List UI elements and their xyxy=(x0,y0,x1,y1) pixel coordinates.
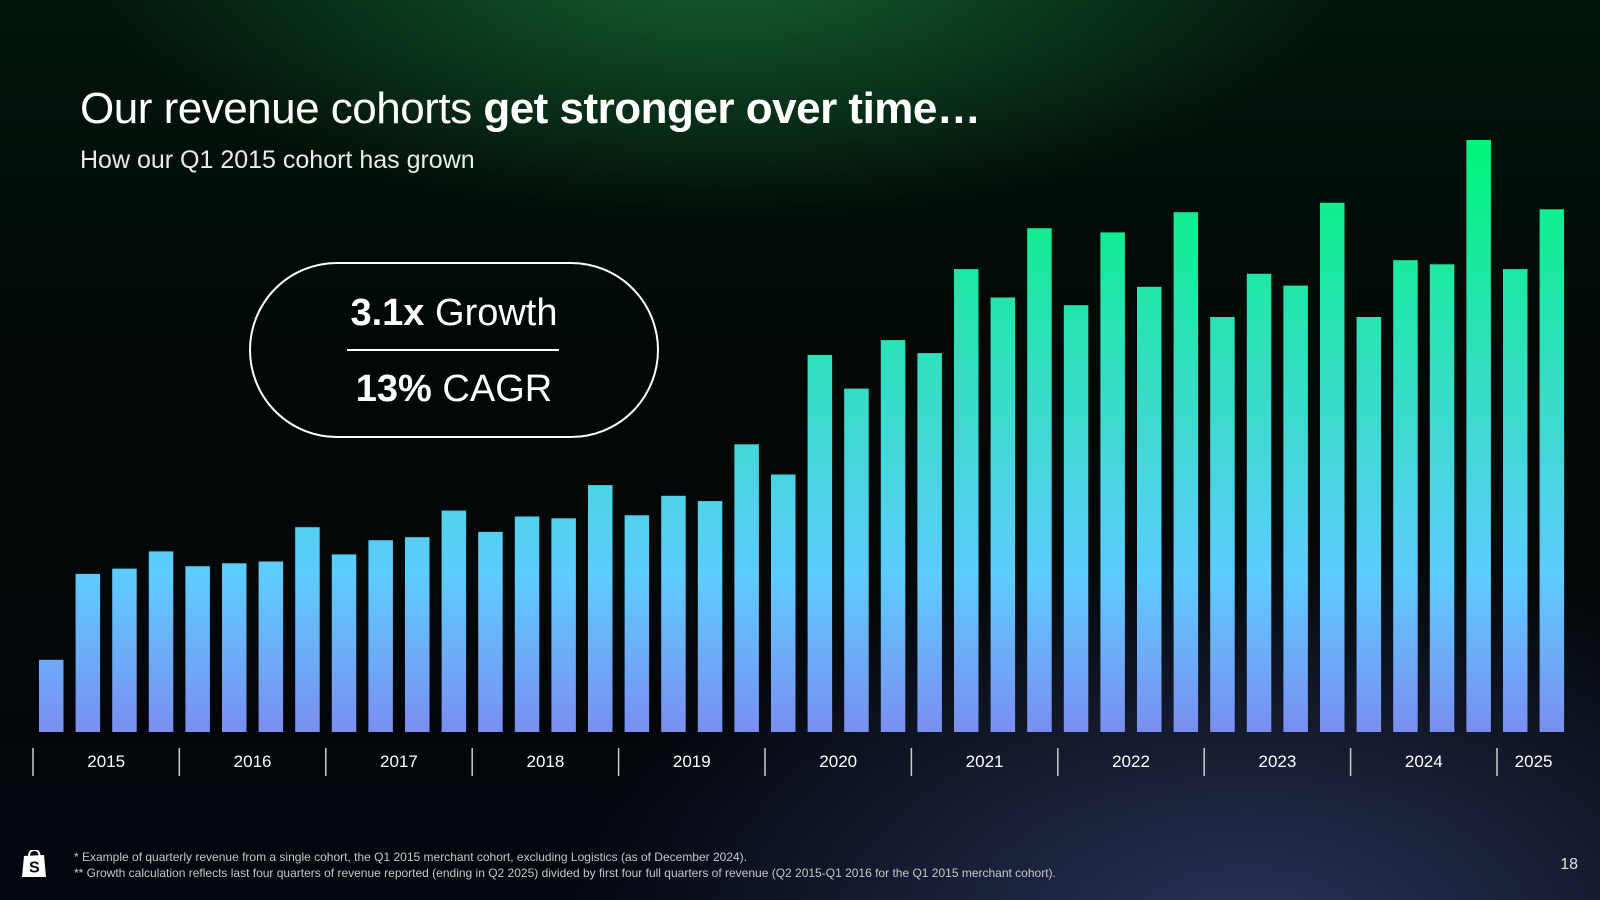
bar-quarter-40 xyxy=(1466,140,1491,732)
year-label-2021: 2021 xyxy=(966,752,1004,771)
cagr-value: 13% xyxy=(355,368,432,410)
bar-quarter-16 xyxy=(588,485,613,732)
year-label-2019: 2019 xyxy=(673,752,711,771)
bar-quarter-20 xyxy=(734,444,759,732)
bar-quarter-12 xyxy=(441,510,467,732)
page-number: 18 xyxy=(1560,856,1578,873)
footnotes: * Example of quarterly revenue from a si… xyxy=(74,849,1056,881)
cagr-stat: 13% CAGR xyxy=(249,368,659,411)
chart-bars xyxy=(39,140,1565,733)
bar-quarter-33 xyxy=(1210,317,1235,732)
bar-quarter-32 xyxy=(1173,212,1199,732)
bar-quarter-41 xyxy=(1503,269,1528,732)
bar-quarter-38 xyxy=(1393,260,1418,732)
bar-quarter-27 xyxy=(990,297,1016,732)
footnote-1: * Example of quarterly revenue from a si… xyxy=(74,850,748,864)
bar-quarter-28 xyxy=(1027,228,1052,732)
callout-divider xyxy=(347,349,559,351)
year-label-2025: 2025 xyxy=(1515,752,1553,771)
title-regular: Our revenue cohorts xyxy=(80,84,484,133)
bar-quarter-15 xyxy=(551,518,576,732)
bar-quarter-10 xyxy=(368,540,393,732)
bar-quarter-7 xyxy=(258,561,284,732)
bar-quarter-9 xyxy=(331,554,357,732)
bar-quarter-14 xyxy=(514,516,540,732)
bar-quarter-2 xyxy=(75,573,101,732)
svg-text:S: S xyxy=(29,860,40,877)
year-label-2022: 2022 xyxy=(1112,752,1150,771)
bar-quarter-1 xyxy=(39,659,64,732)
bar-quarter-31 xyxy=(1137,286,1162,732)
bar-quarter-24 xyxy=(880,340,906,732)
bar-quarter-29 xyxy=(1063,305,1089,732)
bar-quarter-13 xyxy=(478,531,503,732)
bar-quarter-4 xyxy=(148,551,174,732)
slide-title: Our revenue cohorts get stronger over ti… xyxy=(80,84,981,134)
bar-quarter-22 xyxy=(807,354,833,732)
bar-quarter-8 xyxy=(295,527,320,732)
bar-quarter-39 xyxy=(1429,264,1455,732)
bar-quarter-30 xyxy=(1100,232,1125,732)
growth-callout-pill xyxy=(249,262,659,438)
bar-quarter-34 xyxy=(1246,273,1272,732)
bar-quarter-42 xyxy=(1539,209,1565,733)
bar-quarter-18 xyxy=(661,495,686,732)
bar-quarter-23 xyxy=(844,388,869,732)
year-label-2023: 2023 xyxy=(1258,752,1296,771)
bar-quarter-19 xyxy=(697,501,723,732)
growth-stat: 3.1x Growth xyxy=(249,292,659,335)
bar-quarter-25 xyxy=(917,353,942,732)
title-bold: get stronger over time… xyxy=(483,84,981,133)
year-label-2018: 2018 xyxy=(526,752,564,771)
bar-quarter-36 xyxy=(1320,202,1345,733)
bar-quarter-3 xyxy=(112,568,137,732)
year-label-2020: 2020 xyxy=(819,752,857,771)
year-label-2024: 2024 xyxy=(1405,752,1443,771)
year-label-2015: 2015 xyxy=(87,752,125,771)
bar-quarter-35 xyxy=(1283,285,1308,732)
bar-quarter-5 xyxy=(185,566,210,732)
bar-quarter-11 xyxy=(405,537,430,732)
footnote-2: ** Growth calculation reflects last four… xyxy=(74,866,1056,880)
bar-quarter-21 xyxy=(771,474,796,732)
year-label-2017: 2017 xyxy=(380,752,418,771)
bar-quarter-26 xyxy=(954,269,979,732)
bar-quarter-17 xyxy=(624,515,650,732)
growth-label: Growth xyxy=(424,292,558,334)
growth-value: 3.1x xyxy=(350,292,425,334)
chart-x-axis: 2015 2016 2017 2018 2019 2020 2021 2022 2023 2024… xyxy=(32,748,1553,776)
slide-subtitle: How our Q1 2015 cohort has grown xyxy=(80,146,475,174)
bar-quarter-37 xyxy=(1356,317,1382,732)
cagr-label: CAGR xyxy=(431,368,553,410)
year-label-2016: 2016 xyxy=(234,752,272,771)
shopping-bag-logo-icon: S xyxy=(22,850,46,877)
bar-quarter-6 xyxy=(222,563,247,732)
